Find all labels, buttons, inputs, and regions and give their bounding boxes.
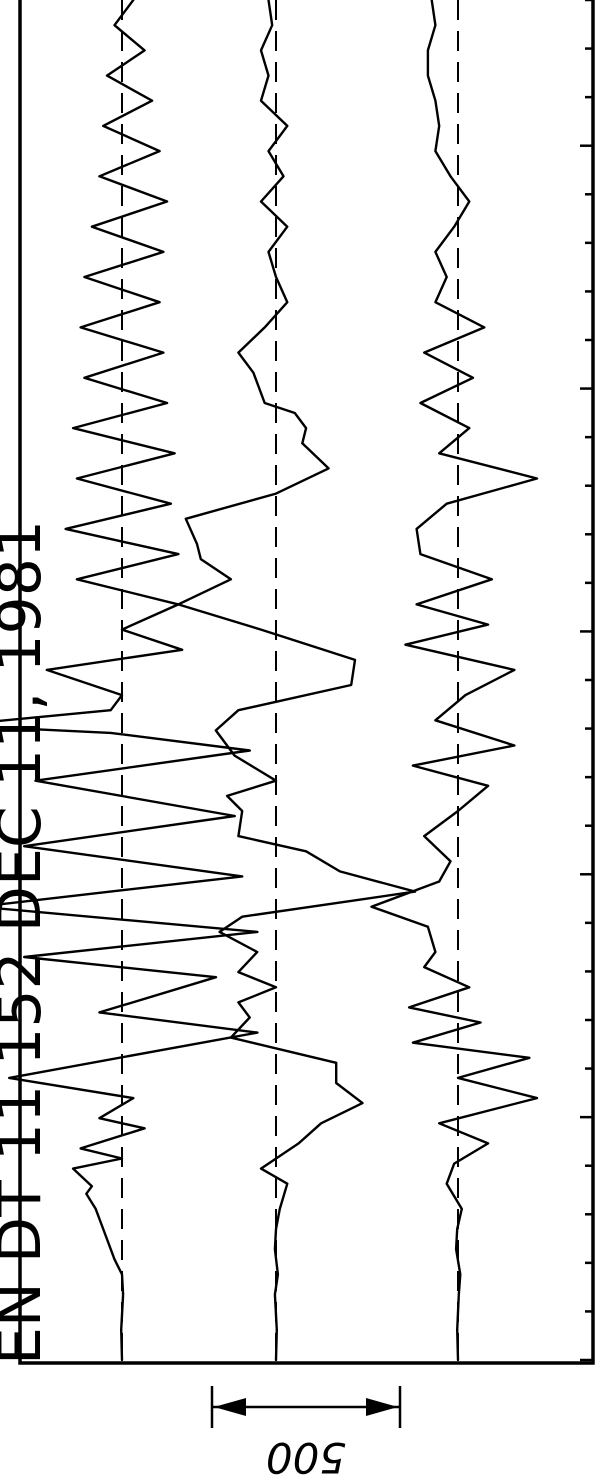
traces [0,0,539,1362]
chart-title: EN DT 11 152 DEC 11, 1981 [0,520,55,1365]
scale-bar-arrow-left [214,1398,246,1416]
chart-title-group: EN DT 11 152 DEC 11, 1981 [0,520,55,1365]
scale-bar-arrow-right [366,1398,398,1416]
scale-bar-label: 500 [266,1433,346,1482]
baselines [121,0,459,1360]
tick-marks [580,0,593,1362]
trace-2 [177,0,417,1362]
plot-frame [18,0,595,1365]
trace-1 [0,0,259,1362]
trace-3 [370,0,539,1362]
scale-bar: 500 [210,1386,402,1482]
